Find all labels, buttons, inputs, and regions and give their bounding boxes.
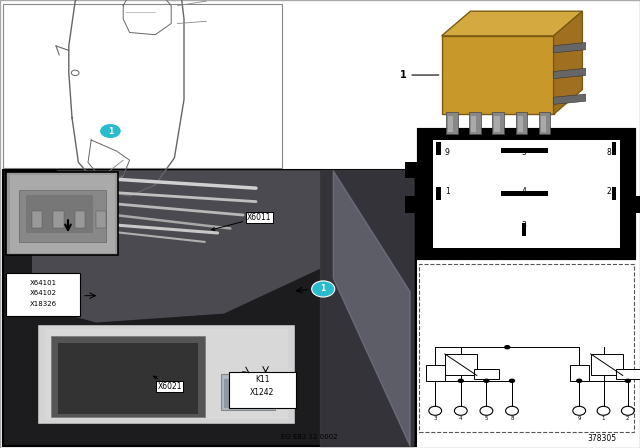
Circle shape [480,406,493,415]
Bar [10,175,115,253]
Text: 1: 1 [445,187,449,196]
Bar [38,325,294,423]
Bar [442,36,554,114]
Circle shape [100,123,122,138]
Text: X6011: X6011 [212,213,271,230]
Bar [51,336,205,417]
Circle shape [483,379,490,383]
Circle shape [504,345,511,349]
Bar [570,365,589,381]
Bar [419,130,634,258]
Text: K11: K11 [246,391,253,395]
Bar [616,369,640,379]
Text: 4: 4 [522,187,527,196]
Bar [518,116,523,132]
Bar [6,273,80,316]
Bar [612,187,616,200]
Circle shape [597,406,610,415]
Text: 1: 1 [321,284,326,293]
Text: EO E83 12 0002: EO E83 12 0002 [281,434,337,440]
Text: 1: 1 [399,70,439,80]
Bar [446,112,458,134]
Text: 2: 2 [626,416,630,422]
Circle shape [454,406,467,415]
Bar [26,195,93,233]
Text: 8: 8 [607,148,611,157]
Bar [471,116,476,132]
Bar [6,172,118,255]
Bar [469,112,481,134]
Polygon shape [32,170,320,323]
Text: 1: 1 [602,416,605,422]
Bar [541,116,546,132]
Bar [632,196,640,213]
Bar [445,354,477,375]
Bar [53,211,63,228]
Bar [58,343,198,414]
Circle shape [506,406,518,415]
Circle shape [312,281,335,297]
Circle shape [576,379,582,383]
Bar [426,365,445,381]
Circle shape [72,70,79,76]
Text: 2: 2 [607,187,611,196]
Polygon shape [554,11,582,114]
Text: X1242: X1242 [250,388,275,397]
Bar [494,116,499,132]
Bar [474,369,499,379]
Polygon shape [554,43,586,53]
Text: 5: 5 [484,416,488,422]
Bar [3,170,416,446]
Circle shape [458,379,464,383]
Circle shape [429,406,442,415]
Bar [522,223,527,236]
Circle shape [621,406,634,415]
Text: 8: 8 [510,416,514,422]
Bar [516,112,527,134]
Bar [405,196,421,213]
Text: X6021: X6021 [154,376,182,391]
Bar [591,354,623,375]
Bar [436,187,441,200]
Text: X64102: X64102 [30,290,57,297]
Text: 5: 5 [522,148,527,157]
Text: 9: 9 [445,148,450,157]
Bar [75,211,85,228]
Bar [32,211,42,228]
Bar [493,112,504,134]
Text: 378305: 378305 [587,434,616,443]
Bar [500,191,548,196]
Circle shape [509,379,515,383]
Polygon shape [554,69,586,79]
Bar [539,112,550,134]
Bar [500,148,548,153]
Bar [436,142,441,155]
Circle shape [573,406,586,415]
Bar [221,374,275,410]
Polygon shape [554,94,586,104]
Text: 1: 1 [108,126,113,136]
Text: X64101: X64101 [30,280,57,286]
Text: K11: K11 [255,375,269,384]
Bar [45,329,288,419]
Bar [19,190,106,242]
Bar [419,264,634,432]
Bar [448,116,453,132]
Bar [96,211,106,228]
Bar [405,162,421,178]
Bar [612,142,616,155]
Bar [229,372,296,408]
Circle shape [625,379,631,383]
Bar [224,379,270,408]
Polygon shape [442,11,582,36]
Text: 3: 3 [433,416,437,422]
Bar [3,4,282,168]
Text: 3: 3 [522,220,527,229]
Bar [433,140,620,248]
Text: 9: 9 [577,416,581,422]
Text: X18326: X18326 [30,301,57,307]
Text: 4: 4 [459,416,463,422]
